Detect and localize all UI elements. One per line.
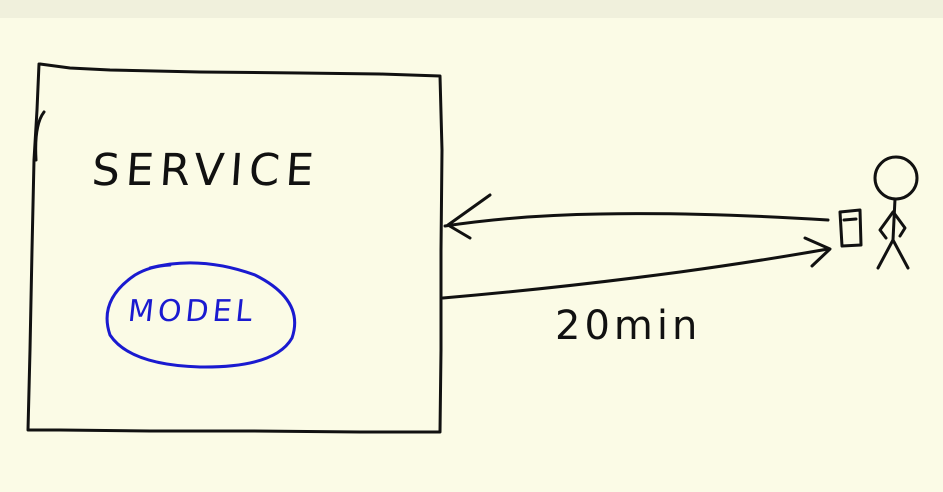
user-head: [873, 155, 919, 201]
box-curl-stroke: [34, 110, 46, 162]
user-arm-right: [892, 211, 907, 238]
user-leg-right: [891, 238, 910, 270]
arrow-to-user-line: [441, 247, 830, 300]
service-box: [26, 62, 444, 434]
model-ellipse: [105, 261, 297, 369]
duration-label: 20min: [555, 303, 702, 349]
user-icon: [873, 155, 919, 270]
user-arm-left: [878, 210, 895, 240]
arrow-to-service-head: [446, 193, 492, 240]
model-label: MODEL: [126, 294, 259, 329]
user-leg-left: [876, 238, 895, 270]
device-icon: [838, 208, 863, 248]
user-body: [891, 197, 897, 242]
arrow-to-service-line: [443, 212, 830, 228]
arrow-to-user-head: [803, 236, 832, 268]
top-shadow: [0, 0, 943, 18]
service-label: SERVICE: [90, 145, 322, 196]
